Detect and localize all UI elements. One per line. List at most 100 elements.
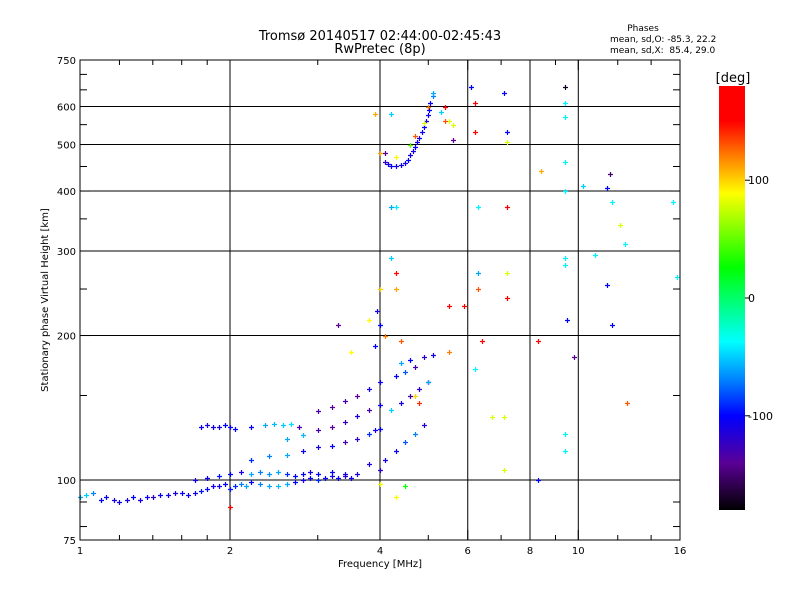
data-point (330, 470, 335, 475)
data-point (389, 408, 394, 413)
data-point (383, 458, 388, 463)
data-point (267, 484, 272, 489)
data-point (180, 491, 185, 496)
data-point (301, 472, 306, 477)
data-point (228, 505, 233, 510)
legend-title: Phases (627, 24, 659, 34)
x-tick-label: 2 (227, 546, 233, 557)
data-points (78, 85, 680, 510)
data-point (411, 149, 416, 154)
data-point (426, 113, 431, 118)
data-point (301, 478, 306, 483)
data-point (367, 432, 372, 437)
data-point (378, 287, 383, 292)
data-point (355, 414, 360, 419)
data-point (413, 365, 418, 370)
data-point (378, 151, 383, 156)
data-point (131, 495, 136, 500)
data-point (476, 205, 481, 210)
data-point (394, 155, 399, 160)
data-point (536, 339, 541, 344)
data-point (104, 495, 109, 500)
data-point (505, 140, 510, 145)
data-point (316, 428, 321, 433)
data-point (378, 482, 383, 487)
data-point (367, 408, 372, 413)
data-point (323, 476, 328, 481)
data-point (217, 484, 222, 489)
data-point (199, 489, 204, 494)
data-point (217, 474, 222, 479)
data-point (285, 482, 290, 487)
data-point (502, 91, 507, 96)
data-point (563, 432, 568, 437)
data-point (413, 432, 418, 437)
y-tick-label: 500 (57, 141, 76, 152)
data-point (439, 110, 444, 115)
data-point (608, 172, 613, 177)
data-point (610, 323, 615, 328)
data-point (378, 380, 383, 385)
data-point (355, 437, 360, 442)
data-point (91, 491, 96, 496)
data-point (610, 200, 615, 205)
data-point (289, 422, 294, 427)
data-point (536, 478, 541, 483)
data-point (285, 437, 290, 442)
data-point (386, 162, 391, 167)
data-point (427, 108, 432, 113)
colorbar (719, 86, 745, 510)
data-point (399, 361, 404, 366)
data-point (605, 186, 610, 191)
data-point (502, 468, 507, 473)
x-tick-label: 4 (377, 546, 383, 557)
data-point (394, 205, 399, 210)
axis-ticks: 1 2 4 6 8 10 16 75 100 200 300 400 500 600 750 (57, 56, 686, 557)
data-point (239, 470, 244, 475)
data-point (394, 495, 399, 500)
data-point (605, 283, 610, 288)
data-point (343, 472, 348, 477)
data-point (572, 355, 577, 360)
data-point (428, 101, 433, 106)
y-tick-label: 200 (57, 332, 76, 343)
data-point (378, 403, 383, 408)
data-point (173, 491, 178, 496)
data-point (272, 422, 277, 427)
legend-line-x: mean, sd,X: 85.4, 29.0 (610, 46, 716, 56)
data-point (285, 453, 290, 458)
data-point (406, 158, 411, 163)
data-point (422, 423, 427, 428)
data-point (281, 423, 286, 428)
y-tick-label: 300 (57, 247, 76, 258)
data-point (228, 425, 233, 430)
data-point (623, 242, 628, 247)
data-point (462, 304, 467, 309)
data-point (239, 482, 244, 487)
data-point (431, 353, 436, 358)
data-point (186, 493, 191, 498)
colorbar-tick-label: 100 (748, 174, 769, 187)
data-point (480, 339, 485, 344)
data-point (413, 145, 418, 150)
data-point (476, 287, 481, 292)
data-point (490, 415, 495, 420)
data-point (443, 119, 448, 124)
data-point (505, 130, 510, 135)
data-point (565, 318, 570, 323)
data-point (383, 151, 388, 156)
data-point (99, 498, 104, 503)
data-point (217, 425, 222, 430)
data-point (399, 339, 404, 344)
data-point (563, 85, 568, 90)
data-point (408, 394, 413, 399)
data-point (293, 480, 298, 485)
data-point (223, 423, 228, 428)
data-point (199, 425, 204, 430)
data-point (431, 91, 436, 96)
data-point (349, 476, 354, 481)
data-point (267, 454, 272, 459)
data-point (383, 334, 388, 339)
colorbar-ticks: 100 0 -100 (745, 174, 773, 423)
data-point (389, 256, 394, 261)
